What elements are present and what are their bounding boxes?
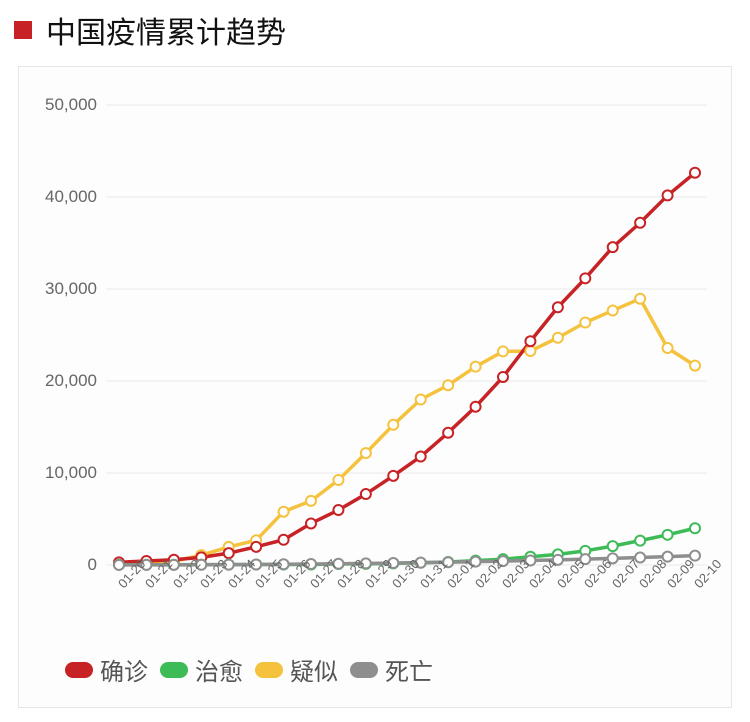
series-marker xyxy=(333,475,343,485)
series-marker xyxy=(690,361,700,371)
series-marker xyxy=(663,552,673,562)
y-tick-label: 40,000 xyxy=(19,187,97,207)
series-marker xyxy=(663,343,673,353)
y-tick-label: 20,000 xyxy=(19,371,97,391)
series-marker xyxy=(608,541,618,551)
x-axis-ticks: 01-2001-2101-2201-2301-2401-2501-2601-27… xyxy=(107,569,707,619)
series-marker xyxy=(690,168,700,178)
series-marker xyxy=(580,273,590,283)
legend: 确诊 治愈 疑似 死亡 xyxy=(65,652,433,687)
legend-item-疑似: 疑似 xyxy=(255,652,338,687)
series-marker xyxy=(388,471,398,481)
legend-swatch xyxy=(350,662,378,678)
legend-label: 确诊 xyxy=(100,652,148,687)
series-marker xyxy=(663,530,673,540)
plot-area xyxy=(107,105,707,565)
legend-label: 死亡 xyxy=(385,652,433,687)
series-marker xyxy=(553,333,563,343)
legend-item-确诊: 确诊 xyxy=(65,652,148,687)
y-axis-ticks: 010,00020,00030,00040,00050,000 xyxy=(19,105,97,565)
y-tick-label: 0 xyxy=(19,555,97,575)
series-marker xyxy=(608,306,618,316)
legend-swatch xyxy=(255,662,283,678)
series-marker xyxy=(443,380,453,390)
y-tick-label: 30,000 xyxy=(19,279,97,299)
series-marker xyxy=(361,448,371,458)
series-marker xyxy=(525,336,535,346)
legend-swatch xyxy=(65,662,93,678)
series-marker xyxy=(416,395,426,405)
series-marker xyxy=(635,294,645,304)
legend-swatch xyxy=(160,662,188,678)
series-marker xyxy=(498,372,508,382)
legend-label: 疑似 xyxy=(290,652,338,687)
series-marker xyxy=(224,548,234,558)
y-tick-label: 10,000 xyxy=(19,463,97,483)
legend-item-死亡: 死亡 xyxy=(350,652,433,687)
title-marker xyxy=(14,21,32,39)
series-marker xyxy=(361,489,371,499)
series-marker xyxy=(663,190,673,200)
series-marker xyxy=(690,551,700,561)
chart-frame: 0 10,000 20,000 30,000 40,000 50,000 01-2001-… xyxy=(18,66,732,708)
series-marker xyxy=(471,402,481,412)
title-row: 中国疫情累计趋势 xyxy=(0,0,750,66)
y-tick-label: 50,000 xyxy=(19,95,97,115)
series-marker xyxy=(306,496,316,506)
series-marker xyxy=(580,317,590,327)
series-marker xyxy=(525,346,535,356)
series-line-疑似 xyxy=(119,299,695,565)
series-marker xyxy=(443,428,453,438)
legend-label: 治愈 xyxy=(195,652,243,687)
series-marker xyxy=(416,452,426,462)
series-marker xyxy=(251,542,261,552)
series-marker xyxy=(498,346,508,356)
series-marker xyxy=(471,362,481,372)
legend-item-治愈: 治愈 xyxy=(160,652,243,687)
series-marker xyxy=(635,218,645,228)
series-marker xyxy=(306,518,316,528)
series-marker xyxy=(635,536,645,546)
chart-title: 中国疫情累计趋势 xyxy=(46,8,286,52)
series-marker xyxy=(553,302,563,312)
chart-container: 中国疫情累计趋势 0 10,000 20,000 30,000 40,000 50,000… xyxy=(0,0,750,722)
series-marker xyxy=(279,535,289,545)
series-marker xyxy=(333,505,343,515)
series-marker xyxy=(608,242,618,252)
series-marker xyxy=(279,507,289,517)
series-marker xyxy=(690,523,700,533)
series-line-确诊 xyxy=(119,173,695,563)
series-marker xyxy=(388,420,398,430)
plot-svg xyxy=(107,105,707,565)
